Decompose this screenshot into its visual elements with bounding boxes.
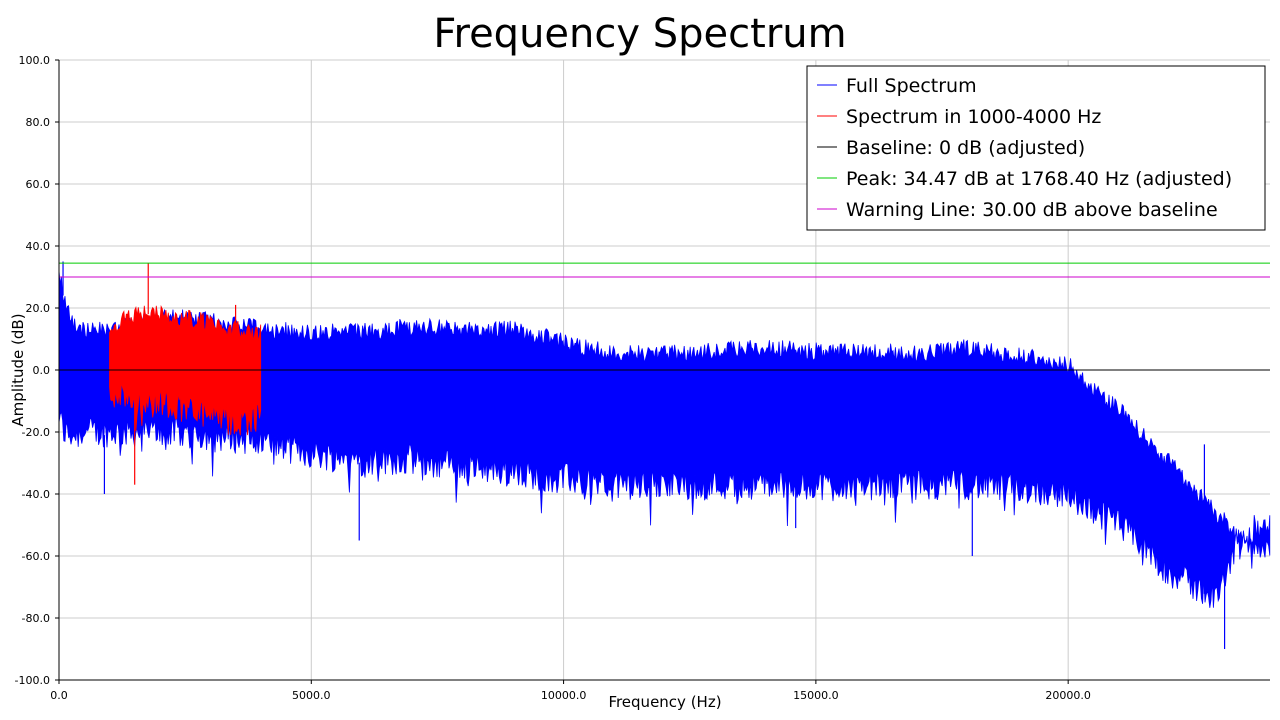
legend-label: Full Spectrum (846, 75, 977, 97)
y-axis-title: Amplitude (dB) (9, 313, 27, 426)
axis-ticks: 0.0 5000.0 10000.0 15000.0 20000.0 -100.0 -80.… (15, 54, 1091, 702)
y-tick-label: 0.0 (33, 364, 51, 377)
legend-label: Warning Line: 30.00 dB above baseline (846, 199, 1218, 221)
y-tick-label: 40.0 (26, 240, 51, 253)
plot-area (58, 261, 1271, 649)
legend-label: Peak: 34.47 dB at 1768.40 Hz (adjusted) (846, 168, 1232, 190)
series-band-0 (58, 270, 1271, 608)
x-tick-label: 5000.0 (292, 689, 331, 702)
legend-box (806, 65, 1266, 231)
y-tick-label: -40.0 (22, 488, 50, 501)
x-tick-label: 15000.0 (793, 689, 839, 702)
legend-label: Spectrum in 1000-4000 Hz (846, 106, 1101, 128)
x-axis-title: Frequency (Hz) (608, 693, 721, 711)
y-tick-label: 20.0 (26, 302, 51, 315)
series-band-1 (109, 304, 262, 436)
x-tick-label: 20000.0 (1045, 689, 1091, 702)
y-tick-label: -80.0 (22, 612, 50, 625)
x-tick-label: 0.0 (50, 689, 68, 702)
x-tick-label: 10000.0 (541, 689, 587, 702)
y-tick-label: 60.0 (26, 178, 51, 191)
y-tick-label: -20.0 (22, 426, 50, 439)
y-tick-label: -60.0 (22, 550, 50, 563)
y-tick-label: -100.0 (15, 674, 50, 687)
legend-label: Baseline: 0 dB (adjusted) (846, 137, 1085, 159)
chart-title: Frequency Spectrum (433, 11, 846, 57)
y-tick-label: 100.0 (19, 54, 51, 67)
y-tick-label: 80.0 (26, 116, 51, 129)
legend: Full Spectrum Spectrum in 1000-4000 Hz Bas… (806, 65, 1266, 231)
